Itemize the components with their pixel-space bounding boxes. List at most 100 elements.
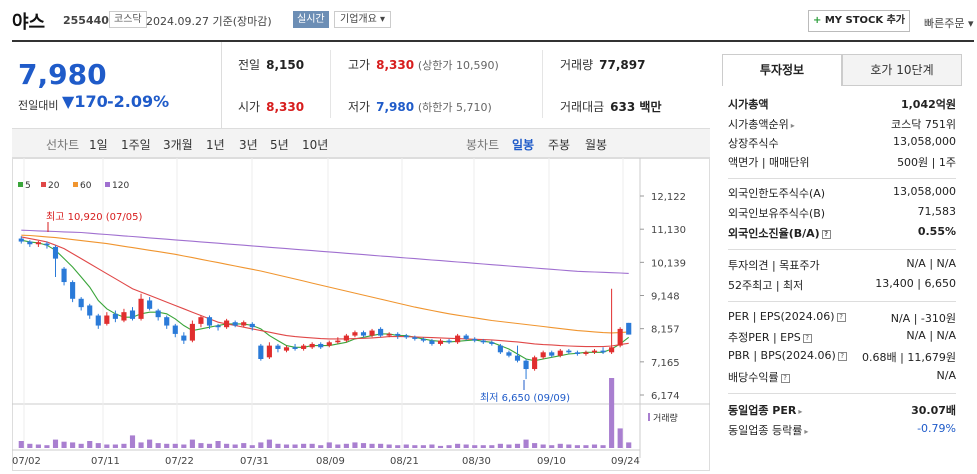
opinion-value: N/A | N/A [906, 257, 956, 270]
candle-body [129, 310, 136, 319]
volume-bar [78, 443, 84, 448]
prev-close-value: 8,150 [266, 58, 305, 72]
period-5y[interactable]: 5년 [270, 138, 289, 152]
volume-legend-swatch [648, 413, 650, 421]
industry-per-label[interactable]: 동일업종 PER ▸ [728, 402, 802, 418]
volume-bar [283, 444, 290, 448]
y-tick-label: 12,122 [651, 192, 686, 203]
volume-bar [129, 435, 136, 448]
par-label: 액면가 | 매매단위 [728, 156, 810, 169]
52w-value: 13,400 | 6,650 [875, 277, 956, 290]
stock-name: 야스 [12, 12, 46, 33]
help-icon[interactable]: ? [802, 334, 812, 343]
candle-body [198, 317, 204, 324]
per-eps-label-text: PER | EPS(2024.06) [728, 310, 835, 323]
x-tick-label: 07/22 [165, 456, 194, 467]
volume-bar [164, 443, 170, 448]
period-1y[interactable]: 1년 [206, 138, 225, 152]
help-icon[interactable]: ? [821, 230, 831, 239]
dividend-label-text: 배당수익률 [728, 371, 779, 384]
price-chart-svg[interactable]: 5 20 60 120 12,122 11,130 10,139 9,148 8,157 7,16… [12, 158, 710, 471]
y-tick-label: 9,148 [651, 292, 680, 303]
volume-bar [617, 428, 623, 448]
down-triangle-icon: ▼ [62, 92, 75, 111]
market-cap-rank-value: 코스닥 751위 [891, 118, 956, 131]
pbr-value: 0.68배 [862, 351, 897, 364]
tab-orderbook[interactable]: 호가 10단계 [842, 54, 962, 86]
candle-weekly[interactable]: 주봉 [548, 138, 571, 152]
candle-monthly[interactable]: 월봉 [585, 138, 608, 152]
help-icon[interactable]: ? [836, 313, 846, 322]
divider [728, 178, 956, 179]
quick-order-button[interactable]: 빠른주문 ▾ [924, 15, 974, 31]
candle-body [455, 335, 461, 343]
help-icon[interactable]: ? [837, 352, 847, 361]
volume-bar [189, 439, 195, 448]
prev-close-label: 전일 [238, 58, 261, 72]
stock-code: 255440 [63, 14, 109, 27]
separator: | [917, 277, 921, 290]
row-dividend: 배당수익률? N/A [728, 369, 956, 387]
volume-bar [44, 445, 50, 448]
quick-order-label: 빠른주문 [924, 17, 965, 30]
candle-body [121, 312, 127, 321]
foreign-limit-label: 외국인한도주식수(A) [728, 187, 826, 200]
change-amount: 170 [74, 92, 108, 111]
period-3m[interactable]: 3개월 [163, 138, 193, 152]
tab-investment-info[interactable]: 투자정보 [722, 54, 842, 86]
industry-rate-label[interactable]: 동일업종 등락률 ▸ [728, 422, 808, 438]
row-foreign-limit: 외국인한도주식수(A) 13,058,000 [728, 185, 956, 203]
bps-value: 11,679원 [907, 351, 956, 364]
price-chart[interactable]: 5 20 60 120 12,122 11,130 10,139 9,148 8,157 7,16… [12, 158, 710, 471]
period-1d[interactable]: 1일 [89, 138, 108, 152]
est-per-value: N/A | N/A [906, 329, 956, 342]
company-overview-button[interactable]: 기업개요 ▾ [334, 11, 392, 28]
candle-body [78, 298, 84, 308]
candle-body [463, 335, 469, 339]
low-price: 저가 7,980 (하한가 5,710) [348, 98, 492, 115]
volume-bar [378, 443, 384, 448]
candle-daily[interactable]: 일봉 [512, 138, 535, 152]
realtime-button[interactable]: 실시간 [293, 11, 329, 28]
foreign-ratio-label: 외국인소진율(B/A)? [728, 225, 831, 241]
volume-bar [215, 441, 221, 448]
volume-bar [420, 445, 426, 448]
period-10y[interactable]: 10년 [302, 138, 329, 152]
investment-info-panel: 투자정보 호가 10단계 시가총액 1,042억원 시가총액순위 ▸ 코스닥 751위… [722, 54, 962, 464]
quote-divider [330, 50, 331, 118]
candle-body [70, 282, 76, 299]
volume-bar [395, 445, 401, 448]
candle-body [360, 332, 367, 336]
candle-body [249, 323, 255, 328]
period-3y[interactable]: 3년 [239, 138, 258, 152]
high-price: 고가 8,330 (상한가 10,590) [348, 56, 499, 73]
market-cap-rank-label[interactable]: 시가총액순위 ▸ [728, 116, 795, 132]
volume-bar [35, 444, 41, 448]
candle-body [266, 345, 272, 358]
volume-bar [386, 444, 392, 448]
legend-swatch [41, 182, 46, 187]
row-opinion: 투자의견 | 목표주가 N/A | N/A [728, 257, 956, 275]
candle-body [591, 350, 598, 353]
est-per-text: N/A [906, 329, 926, 342]
candle-body [35, 242, 41, 245]
prev-close: 전일 8,150 [238, 56, 304, 73]
high-value: 8,330 [376, 58, 415, 72]
candle-body [87, 305, 93, 316]
x-tick-label: 08/30 [462, 456, 491, 467]
period-1w[interactable]: 1주일 [121, 138, 151, 152]
candle-body [95, 315, 101, 326]
candle-body [215, 325, 221, 328]
volume-legend-label: 거래량 [653, 412, 678, 424]
candle-body [138, 298, 144, 319]
legend-swatch [18, 182, 23, 187]
add-mystock-button[interactable]: + MY STOCK 추가 [808, 10, 910, 32]
help-icon[interactable]: ? [780, 374, 790, 383]
moving-average-line-60 [21, 234, 629, 334]
volume-bar [523, 439, 529, 448]
arrow-right-icon: ▸ [798, 407, 803, 416]
volume-bar [258, 442, 264, 448]
volume-bar [600, 445, 606, 448]
candle-body [181, 335, 187, 341]
candle-body [412, 337, 418, 339]
